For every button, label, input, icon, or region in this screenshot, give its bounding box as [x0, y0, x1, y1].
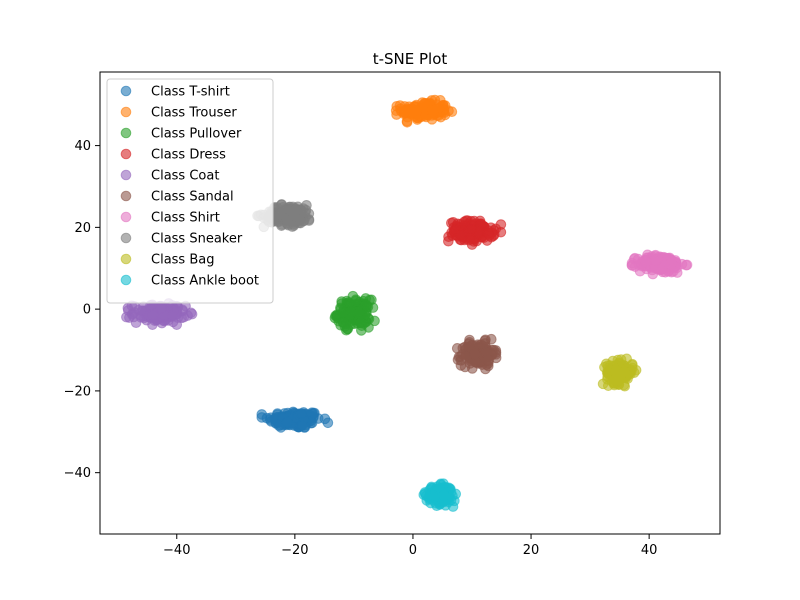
data-point: [297, 420, 308, 431]
legend-marker: [120, 85, 132, 97]
data-point: [355, 317, 367, 329]
data-point: [495, 226, 507, 238]
y-tick-label: −20: [64, 384, 91, 399]
data-point: [167, 310, 178, 322]
series-class-dress: [443, 215, 507, 250]
legend-label: Class Shirt: [151, 211, 220, 226]
legend-label: Class T-shirt: [151, 85, 230, 100]
legend-marker: [120, 169, 132, 181]
data-point: [130, 317, 142, 329]
data-point: [281, 416, 293, 428]
data-point: [288, 210, 300, 222]
data-point: [122, 302, 134, 314]
legend-label: Class Trouser: [151, 106, 237, 121]
data-point: [455, 229, 466, 240]
data-point: [639, 255, 650, 266]
data-point: [650, 254, 661, 266]
data-point: [287, 221, 298, 232]
x-tick-label: 20: [523, 543, 540, 558]
data-point: [469, 348, 480, 360]
legend-marker: [120, 190, 132, 202]
data-point: [147, 309, 159, 321]
data-point: [178, 311, 190, 323]
legend: Class T-shirt Class Trouser Class Pullover…: [106, 78, 274, 304]
data-point: [615, 354, 627, 365]
data-point: [295, 408, 307, 419]
data-point: [490, 347, 502, 358]
x-tick-label: −40: [163, 543, 190, 558]
data-point: [452, 354, 464, 366]
legend-label: Class Coat: [151, 169, 219, 184]
data-point: [362, 301, 374, 313]
legend-marker: [120, 148, 132, 160]
data-point: [486, 333, 497, 345]
plot-frame: [99, 71, 721, 535]
x-tick-label: 0: [409, 543, 417, 558]
series-class-shirt: [626, 249, 693, 280]
legend-label: Class Dress: [151, 148, 226, 163]
data-point: [335, 302, 346, 314]
series-class-t-shirt: [256, 406, 334, 433]
legend-label: Class Sneaker: [151, 232, 243, 247]
y-tick-label: 20: [74, 221, 91, 236]
data-point: [666, 254, 678, 266]
data-point: [681, 259, 693, 271]
series-class-trouser: [390, 94, 458, 128]
data-point: [420, 488, 431, 500]
data-point: [329, 312, 341, 324]
data-point: [369, 315, 380, 327]
legend-label: Class Sandal: [151, 190, 234, 205]
data-point: [615, 369, 626, 381]
legend-frame: [106, 78, 274, 304]
data-point: [427, 105, 439, 117]
data-point: [363, 322, 374, 333]
legend-marker: [120, 211, 132, 223]
x-axis: −40 −20 0 20 40: [163, 534, 657, 558]
data-point: [390, 105, 402, 116]
data-point: [345, 306, 357, 318]
data-point: [343, 297, 354, 308]
data-point: [155, 302, 167, 314]
legend-label: Class Pullover: [151, 127, 242, 142]
data-point: [443, 105, 454, 117]
y-tick-label: 0: [83, 303, 91, 318]
data-point: [261, 412, 273, 424]
legend-marker: [120, 253, 132, 265]
chart-title: t-SNE Plot: [373, 50, 448, 68]
data-point: [628, 367, 640, 378]
y-tick-label: 40: [74, 139, 91, 154]
data-point: [171, 319, 183, 330]
y-tick-label: −40: [64, 466, 91, 481]
series-class-sandal: [451, 333, 502, 375]
data-point: [443, 235, 454, 247]
y-axis: −40 −20 0 20 40: [64, 139, 100, 481]
data-point: [438, 490, 450, 501]
data-point: [655, 264, 667, 276]
legend-marker: [120, 232, 132, 244]
data-point: [465, 224, 477, 235]
data-point: [406, 107, 418, 119]
data-point: [483, 228, 494, 239]
legend-marker: [120, 106, 132, 118]
data-point: [341, 324, 352, 336]
data-point: [482, 354, 494, 366]
series-class-ankle-boot: [418, 478, 462, 512]
series-class-coat: [121, 298, 198, 330]
data-point: [319, 413, 331, 425]
x-tick-label: −20: [281, 543, 308, 558]
series-class-pullover: [329, 290, 380, 336]
legend-marker: [120, 274, 132, 286]
legend-label: Class Ankle boot: [151, 274, 259, 289]
data-point: [419, 97, 430, 109]
legend-label: Class Bag: [151, 253, 214, 268]
x-tick-label: 40: [641, 543, 658, 558]
legend-marker: [120, 127, 132, 139]
data-point: [465, 233, 477, 245]
series-class-bag: [597, 353, 642, 392]
